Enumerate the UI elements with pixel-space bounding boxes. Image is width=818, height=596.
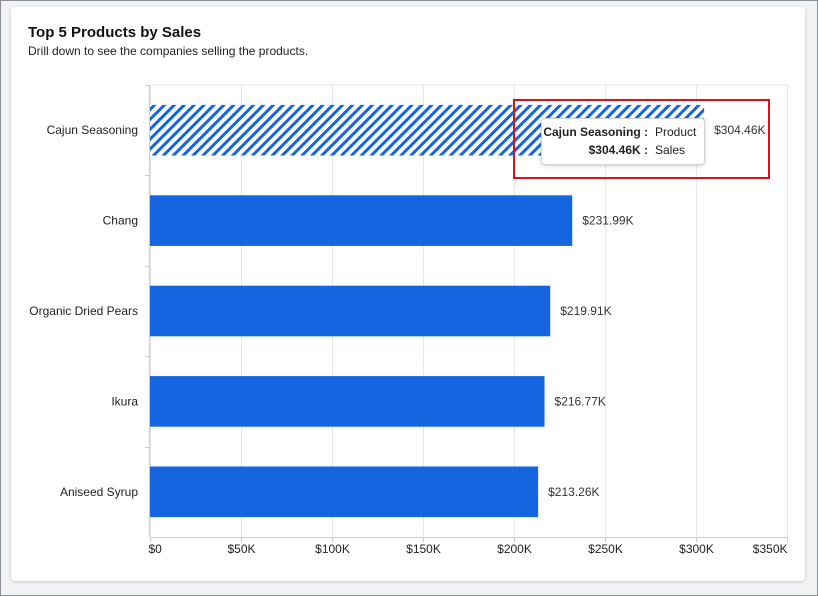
x-tick-label: $300K — [679, 542, 714, 556]
tooltip-row-sales: $304.46K : Sales — [542, 143, 706, 159]
chart-subtitle: Drill down to see the companies selling … — [28, 44, 309, 58]
category-label: Chang — [103, 214, 138, 228]
data-label: $304.46K — [714, 123, 765, 137]
x-tick-label: $100K — [315, 542, 350, 556]
tooltip-highlight-box — [513, 99, 770, 179]
x-tick-label: $200K — [497, 542, 532, 556]
data-label: $216.77K — [555, 394, 606, 408]
bar-ikura[interactable] — [150, 376, 545, 427]
category-label: Ikura — [111, 394, 138, 408]
tooltip-product-key: Cajun Seasoning : — [543, 125, 648, 139]
x-tick-label: $250K — [588, 542, 623, 556]
x-tick-label: $350K — [753, 542, 788, 556]
category-label: Aniseed Syrup — [60, 485, 138, 499]
chart-tooltip: Cajun Seasoning : Product $304.46K : Sal… — [541, 118, 705, 165]
x-tick-label: $150K — [406, 542, 441, 556]
tooltip-sales-value: Sales — [655, 143, 686, 157]
category-label: Cajun Seasoning — [47, 123, 138, 137]
x-tick-label: $50K — [227, 542, 255, 556]
data-label: $213.26K — [548, 485, 599, 499]
tooltip-sales-key: $304.46K : — [588, 143, 648, 157]
tooltip-product-value: Product — [655, 125, 697, 139]
category-label: Organic Dried Pears — [29, 304, 138, 318]
data-label: $231.99K — [582, 214, 633, 228]
chart-title: Top 5 Products by Sales — [28, 24, 202, 41]
bar-organic-dried-pears[interactable] — [150, 285, 551, 337]
tooltip-row-product: Cajun Seasoning : Product — [542, 125, 706, 141]
x-tick-label: $0 — [149, 542, 163, 556]
data-label: $219.91K — [560, 304, 611, 318]
bar-aniseed-syrup[interactable] — [150, 466, 539, 518]
bar-chang[interactable] — [150, 195, 573, 246]
